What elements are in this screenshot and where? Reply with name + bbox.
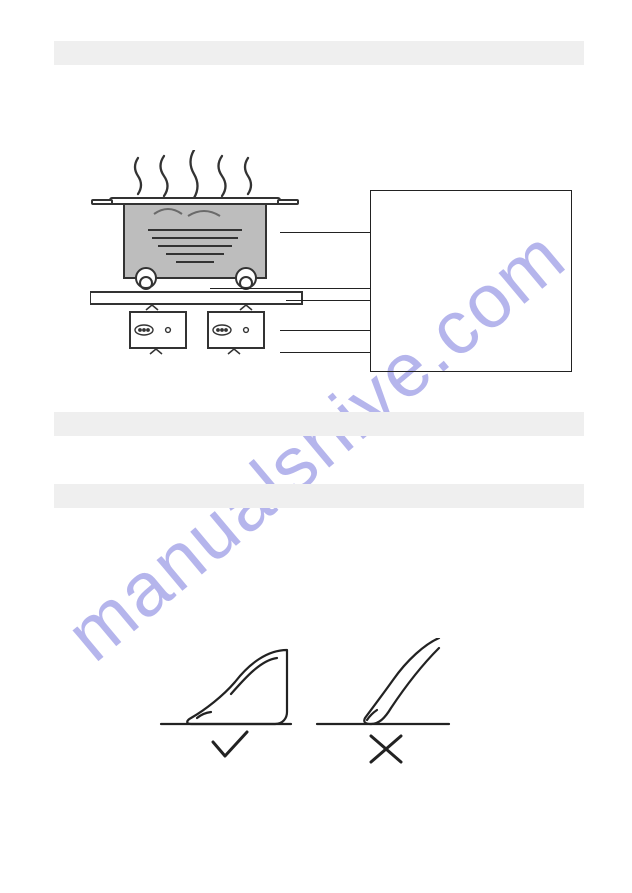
leader-line-4: [280, 330, 370, 331]
touch-gesture-svg: [157, 638, 457, 768]
cooktop-svg: [90, 150, 320, 365]
section-bar-3: [54, 484, 584, 508]
callout-box: [370, 190, 572, 372]
leader-line-1: [280, 232, 370, 233]
section-bar-1: [54, 41, 584, 65]
leader-line-3: [286, 300, 370, 301]
leader-line-2: [210, 288, 370, 289]
cooktop-diagram: [90, 150, 320, 365]
manual-page: { "watermark": { "text": "manualshive.co…: [0, 0, 632, 893]
leader-line-5: [280, 352, 370, 353]
section-bar-2: [54, 412, 584, 436]
touch-gesture-diagram: [157, 638, 457, 768]
